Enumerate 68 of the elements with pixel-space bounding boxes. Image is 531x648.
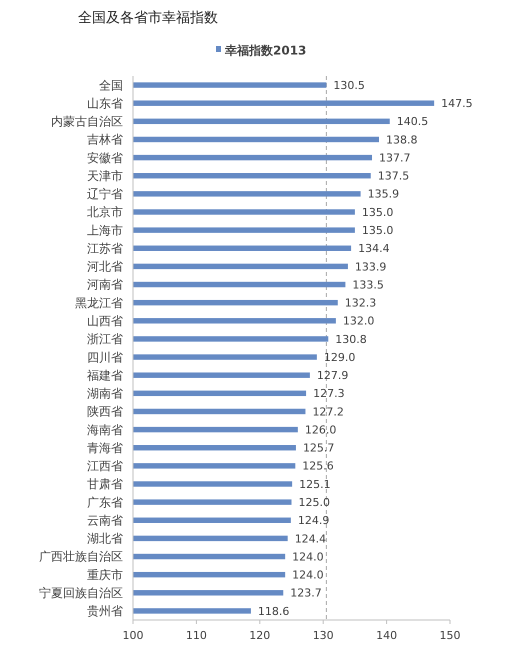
y-tick-label: 黑龙江省 — [75, 296, 123, 310]
data-label: 132.3 — [344, 296, 376, 310]
y-tick-label: 海南省 — [87, 422, 123, 437]
data-label: 124.0 — [292, 550, 324, 564]
y-tick-label: 湖北省 — [87, 532, 123, 546]
data-label: 135.0 — [362, 206, 394, 219]
data-label: 124.9 — [298, 514, 330, 528]
data-label: 127.9 — [316, 369, 348, 382]
data-label: 147.5 — [441, 97, 473, 110]
data-label: 135.9 — [368, 188, 400, 201]
data-label: 124.4 — [294, 532, 326, 546]
y-tick-label: 江西省 — [87, 459, 123, 474]
y-tick-label: 贵州省 — [87, 604, 123, 618]
data-label: 125.0 — [298, 496, 330, 509]
data-label: 140.5 — [396, 115, 428, 128]
data-label: 125.7 — [302, 442, 334, 455]
y-tick-label: 安徽省 — [87, 150, 123, 165]
x-tick-label: 120 — [249, 628, 270, 642]
data-label: 125.1 — [299, 478, 331, 491]
data-label: 130.8 — [335, 332, 367, 346]
data-label: 127.2 — [312, 405, 344, 418]
y-tick-label: 四川省 — [87, 350, 123, 364]
y-tick-label: 陕西省 — [87, 404, 123, 419]
y-tick-label: 福建省 — [87, 368, 123, 382]
y-tick-label: 浙江省 — [87, 332, 123, 346]
y-tick-label: 全国 — [99, 78, 123, 92]
data-label: 137.5 — [378, 170, 410, 183]
data-label: 123.7 — [290, 586, 322, 600]
y-tick-label: 云南省 — [87, 513, 123, 528]
y-tick-label: 天津市 — [87, 168, 123, 183]
x-tick-label: 110 — [186, 628, 207, 642]
y-tick-label: 河南省 — [87, 278, 123, 292]
y-tick-label: 江苏省 — [87, 241, 123, 256]
data-label: 133.5 — [352, 278, 384, 292]
y-tick-label: 甘肃省 — [87, 477, 123, 492]
y-tick-label: 吉林省 — [87, 132, 123, 147]
y-tick-label: 山东省 — [87, 96, 123, 110]
y-tick-label: 河北省 — [87, 260, 123, 274]
y-tick-label: 上海市 — [87, 223, 123, 238]
y-tick-label: 重庆市 — [87, 568, 123, 582]
y-tick-label: 广东省 — [87, 495, 123, 510]
data-label: 124.0 — [292, 568, 324, 582]
data-label: 137.7 — [379, 151, 411, 164]
chart-title: 全国及各省市幸福指数 — [78, 10, 218, 26]
x-tick-label: 130 — [312, 628, 334, 642]
y-tick-label: 辽宁省 — [87, 187, 123, 202]
data-label: 118.6 — [258, 604, 290, 618]
data-label: 130.5 — [333, 78, 365, 92]
x-tick-label: 100 — [122, 628, 144, 642]
data-label: 127.3 — [313, 387, 345, 400]
y-tick-label: 广西壮族自治区 — [39, 550, 123, 564]
data-label: 125.6 — [302, 460, 334, 473]
y-tick-label: 内蒙古自治区 — [51, 114, 123, 129]
data-label: 135.0 — [362, 224, 394, 237]
y-tick-label: 北京市 — [87, 205, 123, 220]
data-label: 126.0 — [304, 423, 336, 436]
data-label: 132.0 — [342, 314, 374, 328]
legend-label: 幸福指数2013 — [224, 44, 306, 58]
data-label: 134.4 — [358, 242, 390, 256]
y-tick-label: 青海省 — [87, 440, 123, 455]
x-tick-label: 150 — [440, 628, 460, 642]
x-tick-label: 140 — [376, 628, 398, 642]
y-tick-label: 宁夏回族自治区 — [39, 586, 123, 600]
data-label: 133.9 — [354, 260, 386, 274]
y-tick-label: 山西省 — [87, 314, 123, 328]
y-tick-label: 湖南省 — [87, 386, 123, 401]
data-label: 138.8 — [386, 133, 418, 146]
data-label: 129.0 — [324, 350, 356, 364]
